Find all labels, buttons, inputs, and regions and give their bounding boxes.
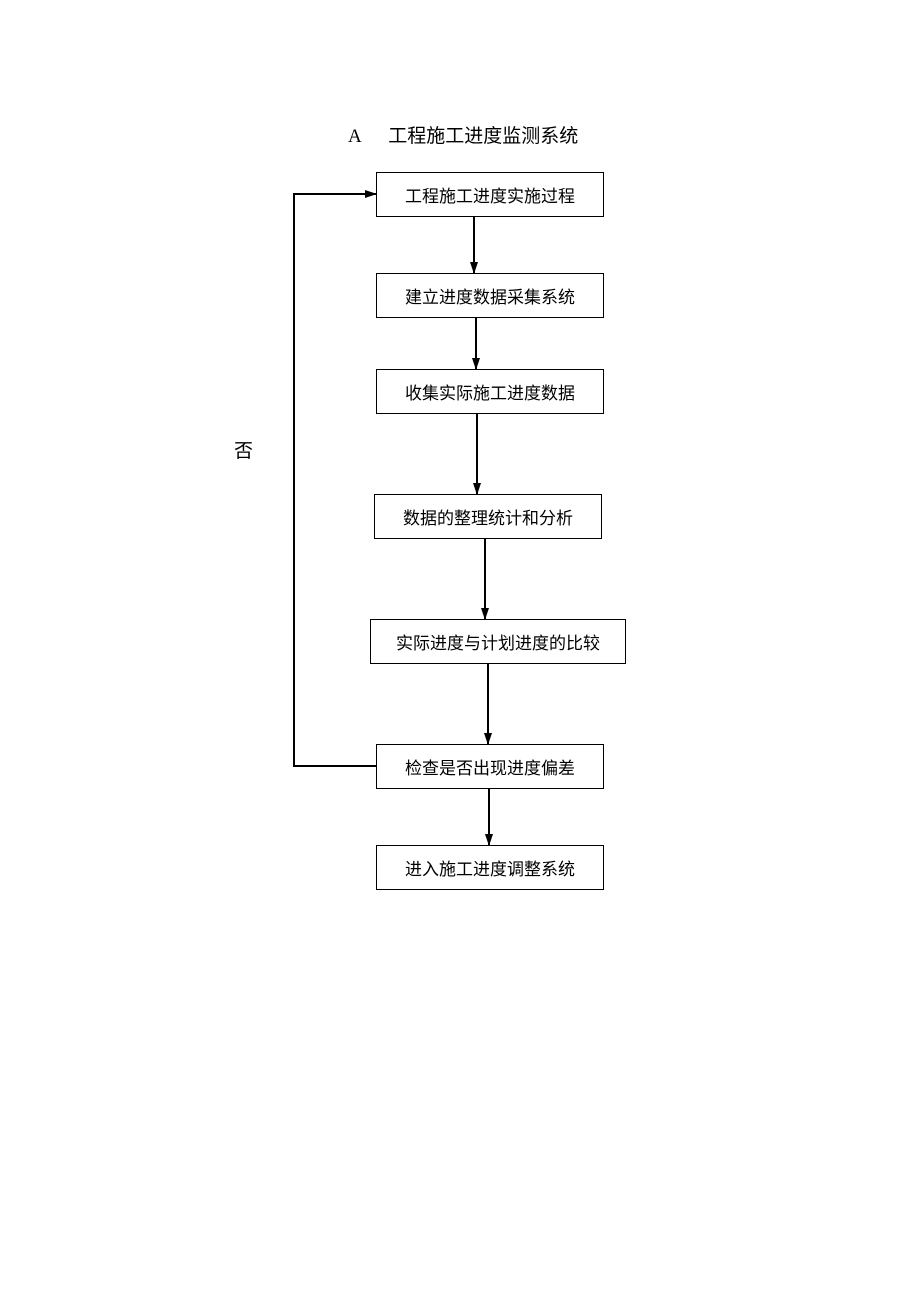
- flow-connectors: [0, 0, 920, 1302]
